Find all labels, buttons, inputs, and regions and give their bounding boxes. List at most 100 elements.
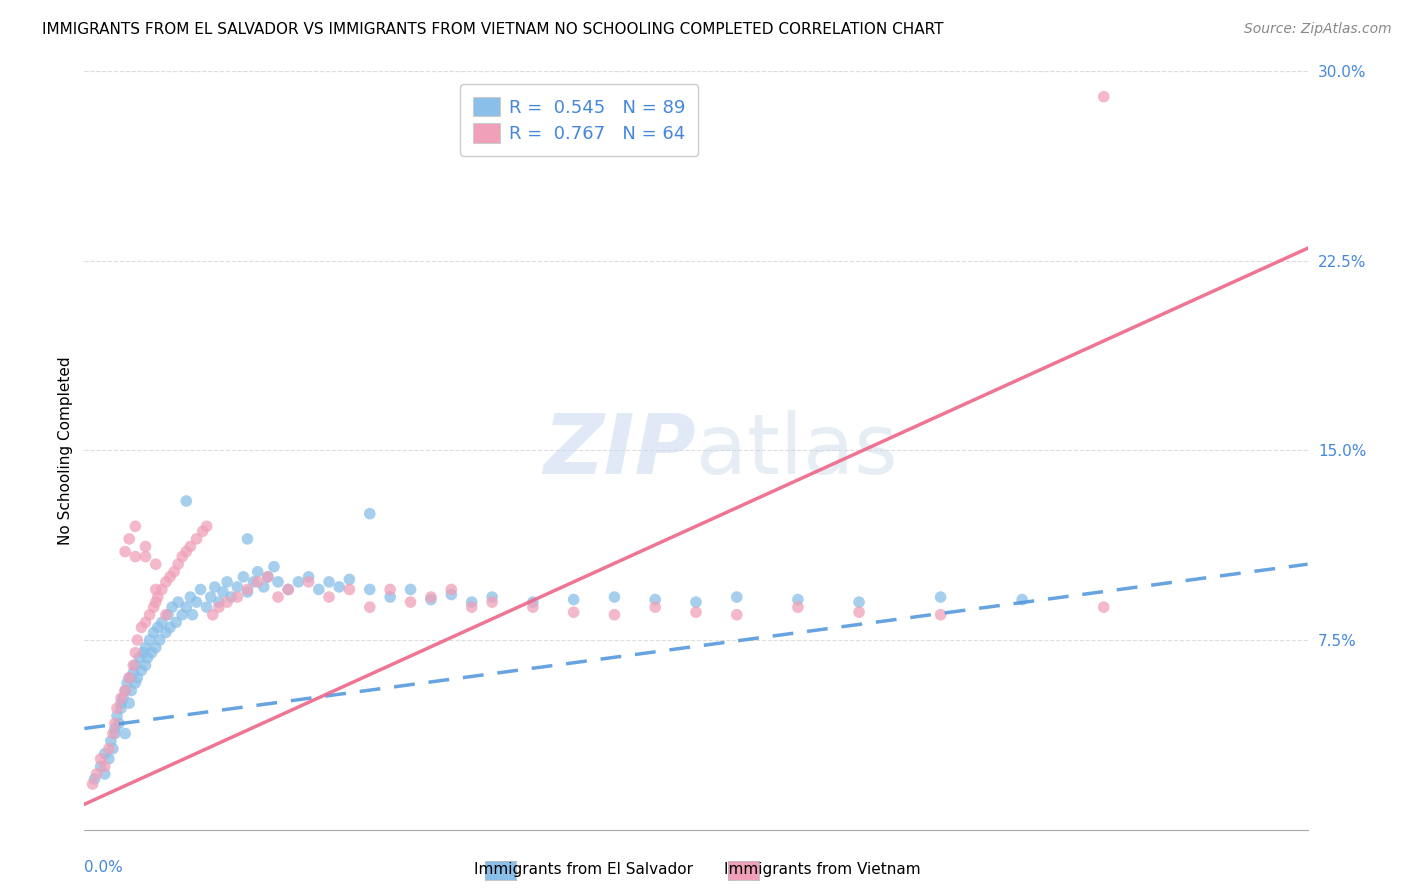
Point: [380, 582, 402, 597]
Point: [135, 615, 157, 630]
Point: [848, 605, 870, 619]
Point: [82, 777, 104, 791]
Point: [219, 590, 242, 604]
Point: [685, 595, 707, 609]
Point: [122, 665, 145, 680]
Point: [131, 620, 153, 634]
Point: [186, 595, 208, 609]
Point: [236, 532, 259, 546]
Point: [124, 549, 146, 564]
Point: [135, 540, 157, 554]
Point: [145, 557, 167, 572]
Point: [440, 582, 463, 597]
Point: [93, 767, 115, 781]
Point: [308, 582, 330, 597]
Point: [179, 540, 201, 554]
Point: [174, 494, 197, 508]
Point: [277, 582, 299, 597]
Point: [93, 747, 115, 761]
Point: [339, 573, 361, 587]
Point: [603, 607, 626, 622]
Point: [146, 590, 169, 604]
Point: [159, 620, 181, 634]
Point: [685, 605, 707, 619]
Point: [1011, 592, 1033, 607]
Point: [461, 600, 484, 615]
Point: [105, 701, 128, 715]
Point: [461, 595, 484, 609]
Point: [132, 646, 155, 660]
Point: [200, 590, 222, 604]
Point: [204, 580, 226, 594]
Point: [163, 565, 186, 579]
Point: [440, 588, 463, 602]
Point: [120, 683, 142, 698]
Point: [644, 600, 666, 615]
Point: [236, 582, 259, 597]
Point: [90, 752, 112, 766]
Point: [318, 574, 340, 589]
Point: [1092, 89, 1115, 103]
Text: ZIP: ZIP: [543, 410, 696, 491]
Point: [328, 580, 350, 594]
Point: [725, 607, 748, 622]
Point: [165, 615, 187, 630]
Point: [172, 607, 194, 622]
Point: [101, 726, 124, 740]
Point: [359, 507, 381, 521]
Point: [246, 574, 269, 589]
Point: [124, 519, 146, 533]
Point: [97, 752, 120, 766]
Text: Immigrants from El Salvador: Immigrants from El Salvador: [474, 863, 693, 877]
Point: [191, 524, 214, 539]
Point: [562, 592, 585, 607]
Point: [145, 595, 167, 609]
Point: [318, 590, 340, 604]
Point: [217, 595, 239, 609]
Point: [138, 633, 160, 648]
Point: [112, 691, 135, 706]
Point: [118, 696, 141, 710]
Point: [267, 574, 290, 589]
Point: [208, 600, 231, 615]
Point: [108, 716, 131, 731]
Point: [420, 592, 443, 607]
Point: [929, 607, 952, 622]
Point: [246, 565, 269, 579]
Point: [128, 650, 150, 665]
Point: [135, 549, 157, 564]
Point: [101, 741, 124, 756]
Point: [90, 759, 112, 773]
Point: [135, 640, 157, 655]
Point: [277, 582, 299, 597]
Point: [114, 726, 136, 740]
Point: [190, 582, 212, 597]
Point: [208, 595, 231, 609]
Point: [146, 620, 169, 634]
Point: [929, 590, 952, 604]
Point: [142, 625, 165, 640]
Point: [141, 646, 163, 660]
Point: [160, 600, 183, 615]
Point: [481, 590, 503, 604]
Point: [167, 595, 190, 609]
Point: [603, 590, 626, 604]
Point: [267, 590, 290, 604]
Point: [298, 574, 321, 589]
Point: [124, 676, 146, 690]
Point: [848, 595, 870, 609]
Point: [124, 658, 146, 673]
Point: [522, 595, 544, 609]
Point: [104, 726, 127, 740]
Point: [145, 640, 167, 655]
Point: [156, 607, 179, 622]
Point: [399, 582, 422, 597]
Point: [226, 590, 249, 604]
Point: [118, 671, 141, 685]
Point: [226, 580, 249, 594]
Point: [145, 582, 167, 597]
Point: [399, 595, 422, 609]
Point: [110, 701, 132, 715]
Point: [263, 559, 285, 574]
Point: [232, 570, 254, 584]
